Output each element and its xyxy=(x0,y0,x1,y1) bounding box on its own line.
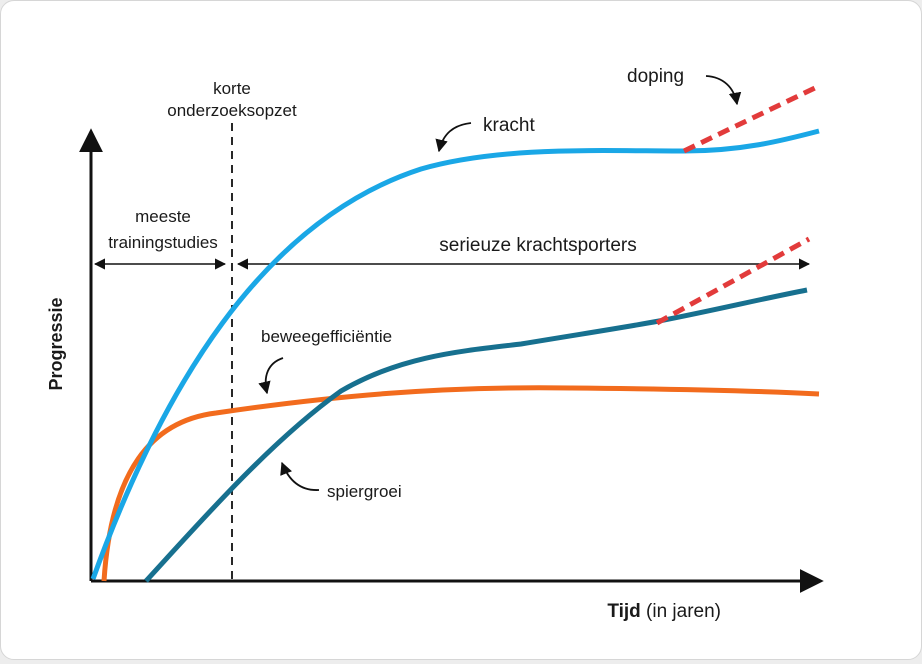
doping-extension-spiergroei xyxy=(655,236,811,326)
beweegefficientie-label: beweegefficiëntie xyxy=(261,327,392,346)
kracht-pointer-arrow xyxy=(435,122,472,153)
kracht-label: kracht xyxy=(483,115,535,136)
meeste-label-line2: trainingstudies xyxy=(108,233,218,252)
korte-label-line2: onderzoeksopzet xyxy=(167,101,297,120)
doping-pointer-arrow xyxy=(705,75,742,106)
spiergroei-label: spiergroei xyxy=(327,482,402,501)
beweegefficientie-pointer-arrow xyxy=(258,357,284,395)
kracht-curve xyxy=(90,128,820,580)
korte-label-line1: korte xyxy=(213,79,251,98)
serieuze-krachtsporters-label: serieuze krachtsporters xyxy=(439,235,636,256)
beweegefficientie-curve xyxy=(101,385,820,582)
x-axis-label-bold: Tijd xyxy=(607,601,640,622)
doping-extension-kracht xyxy=(682,83,821,154)
meeste-label-line1: meeste xyxy=(135,207,191,226)
x-axis-label: Tijd (in jaren) xyxy=(607,601,721,622)
spiergroei-curve xyxy=(144,287,808,583)
spiergroei-pointer-arrow xyxy=(280,461,320,491)
y-axis-label: Progressie xyxy=(46,297,66,390)
doping-label: doping xyxy=(627,66,684,87)
x-axis-label-normal: (in jaren) xyxy=(641,601,721,622)
